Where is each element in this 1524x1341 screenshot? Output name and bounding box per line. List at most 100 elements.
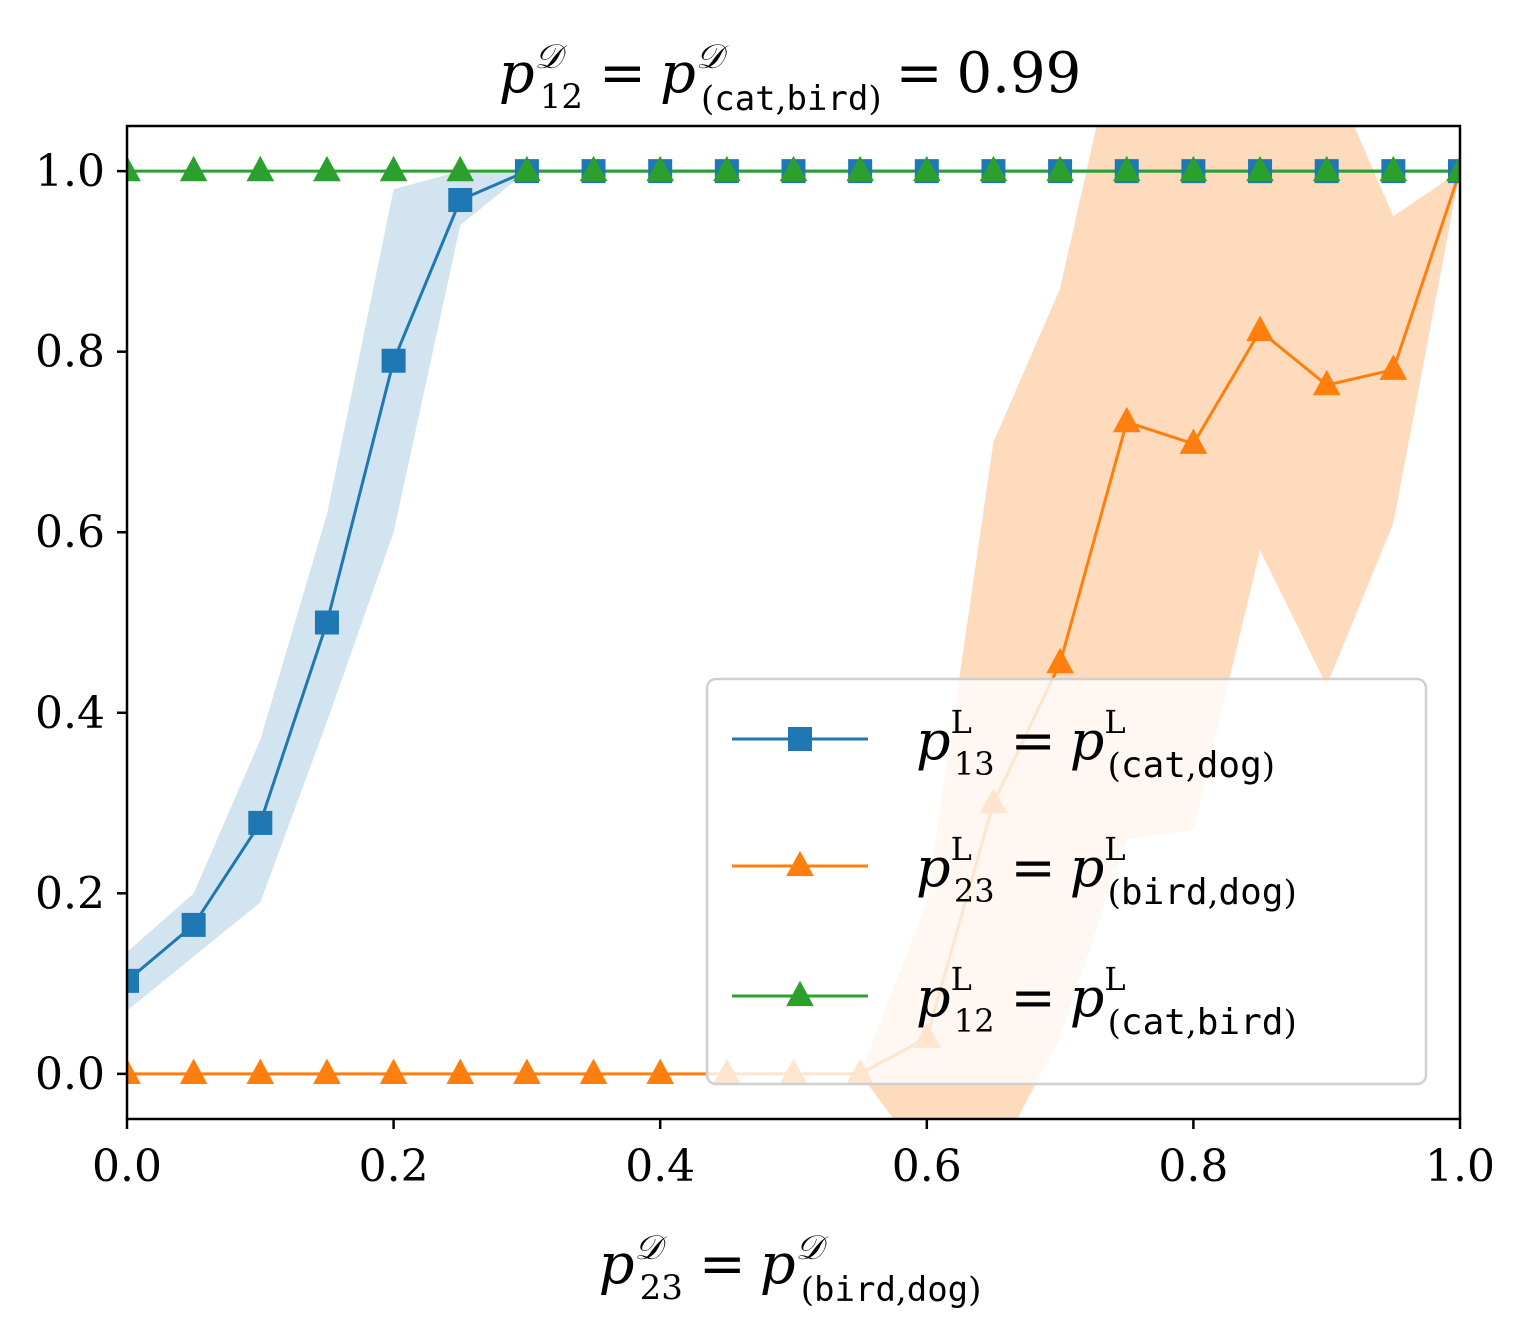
legend-b: dog [1197, 745, 1262, 786]
marker-series-3 [1246, 155, 1274, 182]
xlabel-rhs-a: bird [814, 1270, 896, 1310]
marker-series-2 [646, 1058, 675, 1085]
title-rhs-a: cat [714, 79, 775, 119]
legend-comma: , [1208, 873, 1219, 913]
legend-comma: , [1186, 1003, 1197, 1043]
marker-series-2 [513, 1058, 541, 1085]
marker-series-2 [179, 1058, 208, 1085]
legend-a: cat [1121, 1002, 1186, 1043]
legend-label-2: pL 23 = pL (bird,dog) [916, 830, 1297, 913]
title-rhs-open: ( [701, 79, 714, 119]
marker-series-3 [1312, 155, 1341, 182]
marker-series-3 [979, 155, 1008, 182]
title-eq1: = [599, 41, 646, 106]
legend-comma: , [1186, 746, 1197, 786]
legend-sup: L [951, 960, 972, 998]
marker-series-3 [246, 155, 275, 182]
y-tick-label: 0.8 [35, 327, 105, 378]
marker-series-2 [1179, 428, 1208, 454]
legend-rsym: p [1070, 709, 1105, 772]
legend-a: bird [1121, 872, 1208, 913]
y-tick-label: 0.4 [35, 688, 105, 739]
x-tick-label: 0.0 [92, 1141, 162, 1192]
title-rhs-sup: 𝒟 [696, 37, 729, 77]
xlabel-rhs: p [760, 1232, 796, 1297]
xlabel-rhs-sup: 𝒟 [796, 1228, 829, 1268]
x-tick-label: 0.2 [359, 1141, 429, 1192]
xlabel-eq: = [699, 1232, 746, 1297]
legend-eq: = [1011, 836, 1056, 899]
legend-sup: L [951, 830, 972, 868]
marker-series-2 [1246, 315, 1274, 342]
y-tick-label: 0.6 [35, 507, 105, 558]
title-lhs: p [499, 41, 535, 106]
legend-a: cat [1121, 745, 1186, 786]
legend-eq: = [1011, 709, 1056, 772]
legend-b: dog [1218, 872, 1283, 913]
legend-label-3: pL 12 = pL (cat,bird) [916, 960, 1297, 1043]
title-eq2: = [896, 41, 943, 106]
marker-series-3 [379, 155, 408, 182]
marker-series-3 [1046, 155, 1074, 182]
x-axis-label: p𝒟 23 = p𝒟 (bird,dog) [599, 1228, 982, 1310]
legend-rsup: L [1104, 703, 1125, 741]
marker-series-3 [713, 155, 741, 182]
x-tick-label: 1.0 [1425, 1141, 1495, 1192]
x-tick-label: 0.4 [625, 1141, 695, 1192]
marker-series-2 [246, 1058, 275, 1085]
title-lhs-sup: 𝒟 [535, 37, 568, 77]
chart-title: p𝒟 12 = p𝒟 (cat,bird) = 0.99 [499, 37, 1081, 119]
marker-series-2 [313, 1058, 341, 1085]
marker-series-2 [127, 1058, 141, 1085]
marker-series-3 [1112, 155, 1141, 182]
legend: pL 13 = pL (cat,dog)pL 23 = pL (bird,dog)pL 12 = pL… [705, 677, 1428, 1086]
xlabel-lhs-sub: 23 [640, 1268, 683, 1308]
legend-open: ( [1108, 746, 1121, 786]
marker-series-2 [1112, 406, 1141, 433]
marker-series-1 [314, 610, 339, 635]
legend-open: ( [1108, 1003, 1121, 1043]
marker-series-3 [313, 155, 341, 182]
marker-series-3 [1379, 155, 1408, 182]
xlabel-rhs-comma: , [896, 1270, 907, 1310]
legend-sym: p [916, 709, 951, 772]
legend-close: ) [1283, 873, 1296, 913]
legend-marker-1 [788, 727, 812, 751]
xlabel-rhs-b: dog [907, 1270, 968, 1310]
legend-marker-2 [786, 850, 814, 877]
marker-series-2 [379, 1058, 408, 1085]
legend-sub: 12 [954, 1002, 995, 1040]
marker-series-3 [779, 155, 808, 182]
legend-b: bird [1197, 1002, 1284, 1043]
marker-series-3 [1446, 155, 1460, 182]
xlabel-rhs-close: ) [968, 1270, 981, 1310]
band-series-2 [127, 126, 1460, 1119]
marker-series-1 [181, 912, 206, 937]
marker-series-1 [248, 810, 273, 835]
x-tick-label: 0.8 [1158, 1141, 1228, 1192]
marker-series-3 [846, 155, 874, 182]
title-rhs-comma: , [776, 79, 787, 119]
title-value: 0.99 [957, 41, 1082, 106]
legend-rsup: L [1104, 960, 1125, 998]
x-tick-label: 0.6 [892, 1141, 962, 1192]
plot-frame [125, 124, 1462, 1121]
marker-series-2 [446, 1058, 475, 1085]
y-tick-label: 0.0 [35, 1049, 105, 1100]
legend-open: ( [1108, 873, 1121, 913]
marker-series-1 [127, 968, 139, 993]
legend-eq: = [1011, 966, 1056, 1029]
x-axis-ticks: 0.0 0.2 0.4 0.6 0.8 1.0 [92, 1119, 1495, 1192]
marker-series-3 [513, 155, 541, 182]
marker-series-1 [381, 348, 406, 373]
y-tick-label: 1.0 [35, 146, 105, 197]
marker-series-3 [646, 155, 675, 182]
legend-rsym: p [1070, 836, 1105, 899]
marker-series-3 [1179, 155, 1208, 182]
title-rhs: p [660, 41, 696, 106]
legend-sym: p [916, 966, 951, 1029]
title-rhs-b: bird [786, 79, 868, 119]
marker-series-3 [446, 155, 475, 182]
legend-sym: p [916, 836, 951, 899]
